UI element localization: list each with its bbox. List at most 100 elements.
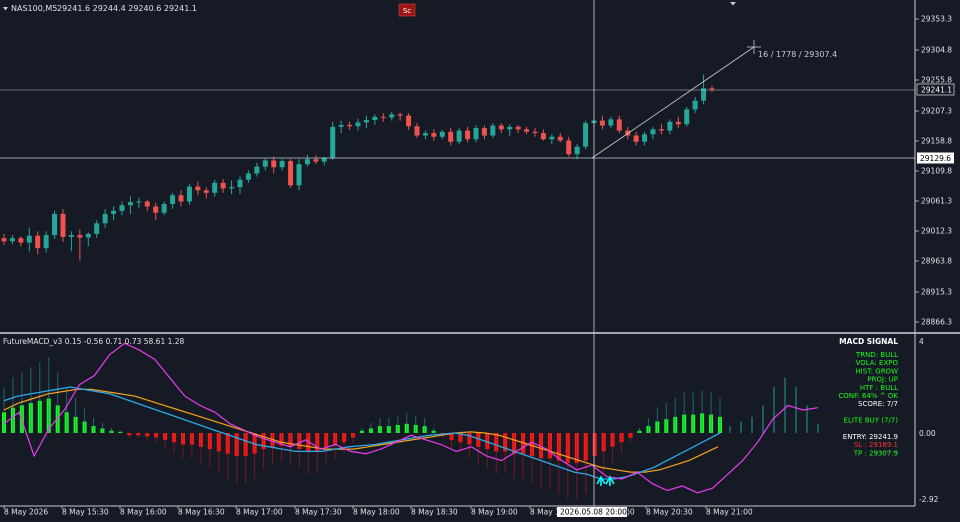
candle <box>608 116 614 129</box>
signal-panel-row: TRND: BULL <box>855 351 898 359</box>
candle <box>220 179 226 193</box>
time-tick-label: 8 May 16:00 <box>120 508 167 517</box>
chart-symbol-label: NAS100,M5 <box>11 4 57 13</box>
candle <box>549 134 555 145</box>
candle <box>363 115 369 129</box>
candle <box>26 227 32 252</box>
signal-line <box>3 388 719 473</box>
candle <box>633 131 639 146</box>
price-tick-label: 29012.3 <box>921 227 952 236</box>
candle <box>330 121 336 161</box>
candle <box>574 144 580 160</box>
candle <box>532 128 538 137</box>
candle <box>507 124 513 137</box>
signal-panel-title: MACD SIGNAL <box>839 337 898 346</box>
candle <box>35 231 41 255</box>
price-tick-label: 28915.3 <box>921 288 952 297</box>
time-tick-label: 8 May 19:00 <box>471 508 518 517</box>
candle <box>347 121 353 130</box>
signal-panel-row: SL : 29189.1 <box>854 441 898 449</box>
price-tick-label: 29207.3 <box>921 107 952 116</box>
candle <box>557 133 563 143</box>
candle <box>566 136 572 157</box>
time-tick-label: 8 May 1 <box>530 508 560 517</box>
candle <box>380 113 386 122</box>
candle <box>170 192 176 209</box>
time-tick-label: 8 May 20:30 <box>646 508 693 517</box>
candlestick-series <box>1 74 715 261</box>
candle <box>490 123 496 139</box>
crosshair-time-suffix: )0 <box>627 508 635 517</box>
candle <box>127 196 133 214</box>
price-tick-label: 28866.3 <box>921 318 952 327</box>
shift-marker-icon[interactable] <box>730 2 736 6</box>
candle <box>68 231 74 252</box>
candle <box>439 129 445 140</box>
signal-panel-row: PROJ: UP <box>867 376 898 384</box>
signal-panel-row: VOLA: EXPO <box>856 359 899 367</box>
price-tick-label: 29304.8 <box>921 46 952 55</box>
time-tick-label: 8 May 15:30 <box>62 508 109 517</box>
candle <box>684 106 690 127</box>
chart-menu-triangle-icon[interactable] <box>3 7 8 11</box>
time-tick-label: 8 May 2026 <box>4 508 48 517</box>
time-tick-label: 8 May 16:30 <box>178 508 225 517</box>
sc-badge-button[interactable]: Sc <box>398 3 416 17</box>
candle <box>701 74 707 105</box>
candle <box>313 155 319 165</box>
candle <box>52 210 58 239</box>
candle <box>60 208 66 242</box>
time-tick-label: 8 May 17:00 <box>236 508 283 517</box>
price-tick-label: 29109.8 <box>921 167 952 176</box>
candle <box>136 197 142 208</box>
candle <box>161 201 167 216</box>
chart-ohlc-values: 29241.6 29244.4 29240.6 29241.1 <box>57 4 197 13</box>
candle <box>288 159 294 188</box>
candle <box>102 208 108 228</box>
signal-panel-row: ELITE BUY (7/7) <box>844 417 899 425</box>
signal-panel-row: ENTRY: 29241.9 <box>843 433 898 441</box>
macd-histogram <box>2 357 819 499</box>
candle <box>77 229 83 261</box>
signal-panel-row: CONF: 64% ^ OK <box>838 392 898 400</box>
trend-measure-label: 16 / 1778 / 29307.4 <box>758 50 837 59</box>
candle <box>338 120 344 134</box>
candle <box>448 128 454 146</box>
crosshair-time-tag: 2026.05.08 20:00 )0 <box>557 507 635 517</box>
candle <box>372 114 378 125</box>
buy-arrow-icon <box>596 475 606 486</box>
candle <box>667 119 673 135</box>
indicator-title: FutureMACD_v3 0.15 -0.56 0.71 0.73 58.61… <box>3 337 185 346</box>
candle <box>18 236 24 247</box>
candle <box>153 202 159 221</box>
trend-measure-line[interactable] <box>591 46 755 159</box>
indicator-axis-zero: 0.00 <box>919 429 936 438</box>
candle <box>178 190 184 207</box>
candle <box>414 123 420 139</box>
candle <box>304 154 310 167</box>
oscillator-line <box>3 342 819 494</box>
trend-measure-crosshair[interactable] <box>747 40 761 54</box>
candle <box>212 179 218 197</box>
indicator-axis-top: 4 <box>919 337 924 346</box>
candle <box>675 116 681 129</box>
candle <box>481 125 487 140</box>
time-tick-label: 8 May 21:00 <box>706 508 753 517</box>
sc-badge-label: Sc <box>403 7 411 15</box>
candle <box>397 112 403 121</box>
signal-panel-row: HTF : BULL <box>860 384 898 392</box>
time-tick-label: 8 May 18:30 <box>411 508 458 517</box>
price-axis[interactable]: 29353.3 29304.8 29255.8 29207.3 29158.8 29109… <box>915 15 952 327</box>
candle <box>111 206 117 221</box>
time-axis[interactable]: 8 May 2026 8 May 15:30 8 May 16:00 8 May 16… <box>3 506 753 517</box>
candle <box>195 181 201 196</box>
candle <box>524 126 530 135</box>
candle <box>271 156 277 174</box>
buy-signal-arrows <box>596 475 615 486</box>
candle <box>422 130 428 140</box>
candle <box>406 113 412 130</box>
candle <box>229 180 235 195</box>
candle <box>203 187 209 199</box>
candle <box>515 124 521 134</box>
